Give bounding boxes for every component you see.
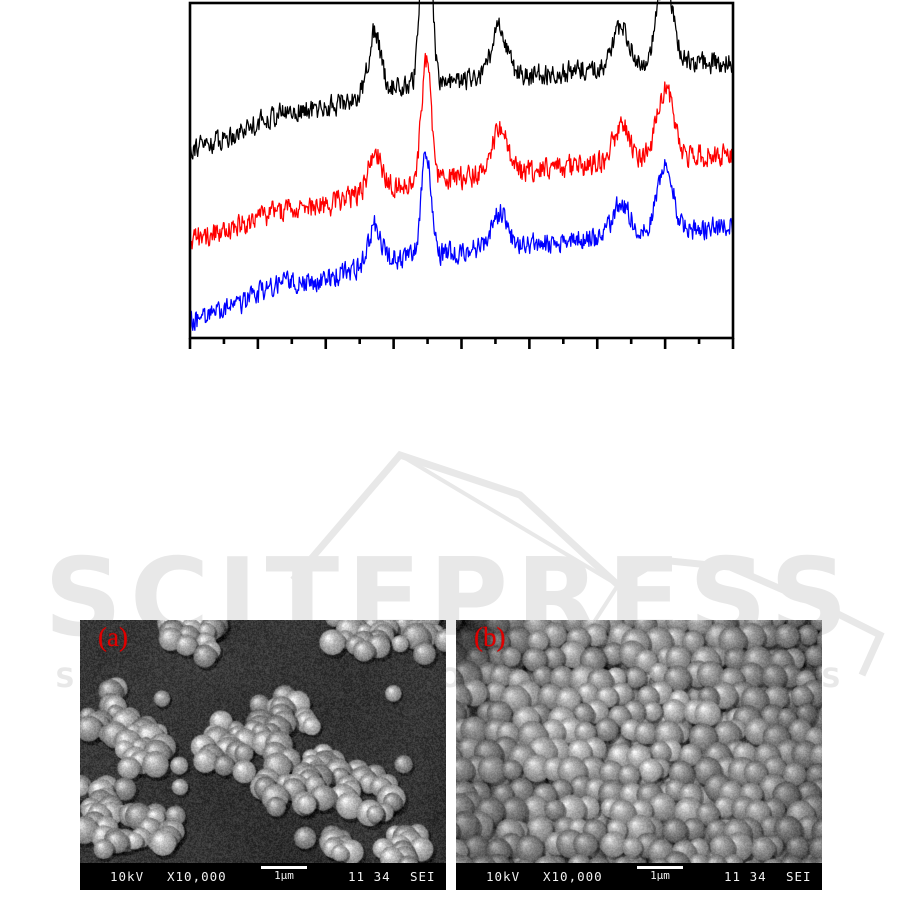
sem-panel-a: (a) 10kV X10,000 1μm 11 34 SEI: [80, 620, 446, 890]
spectrum-trace-middle-spectrum: [189, 52, 734, 250]
spectra-traces: [189, 0, 734, 331]
sem-voltage-a: 10kV: [110, 869, 145, 884]
sem-image-row: (a) 10kV X10,000 1μm 11 34 SEI (b) 10kV …: [80, 620, 822, 890]
spectra-svg: [188, 0, 735, 349]
scale-bar-label-b: 1μm: [650, 869, 670, 882]
scale-bar-line-b: [637, 866, 683, 869]
sem-micrograph-a: [80, 620, 446, 863]
spectra-axis-frame: [188, 1, 735, 349]
sem-micrograph-b: [456, 620, 822, 863]
spectra-chart: [0, 0, 901, 400]
panel-label-b: (b): [474, 622, 506, 652]
sem-magnification-a: X10,000: [167, 869, 227, 884]
sem-scale-bar-a: 1μm: [256, 866, 312, 883]
sem-magnification-b: X10,000: [543, 869, 603, 884]
sem-timestamp-a: 11 34: [348, 869, 391, 884]
sem-info-bar-b: 10kV X10,000 1μm 11 34 SEI: [456, 863, 822, 890]
sem-scale-bar-b: 1μm: [632, 866, 688, 883]
panel-label-a: (a): [98, 622, 128, 652]
sem-timestamp-b: 11 34: [724, 869, 767, 884]
sem-detector-mode-b: SEI: [786, 869, 812, 884]
sem-voltage-b: 10kV: [486, 869, 521, 884]
sem-detector-mode-a: SEI: [410, 869, 436, 884]
scale-bar-label-a: 1μm: [274, 869, 294, 882]
sem-info-bar-a: 10kV X10,000 1μm 11 34 SEI: [80, 863, 446, 890]
spectrum-trace-top-spectrum: [189, 0, 734, 160]
spectrum-trace-bottom-spectrum: [189, 151, 734, 331]
scale-bar-line-a: [261, 866, 307, 869]
sem-panel-b: (b) 10kV X10,000 1μm 11 34 SEI: [456, 620, 822, 890]
